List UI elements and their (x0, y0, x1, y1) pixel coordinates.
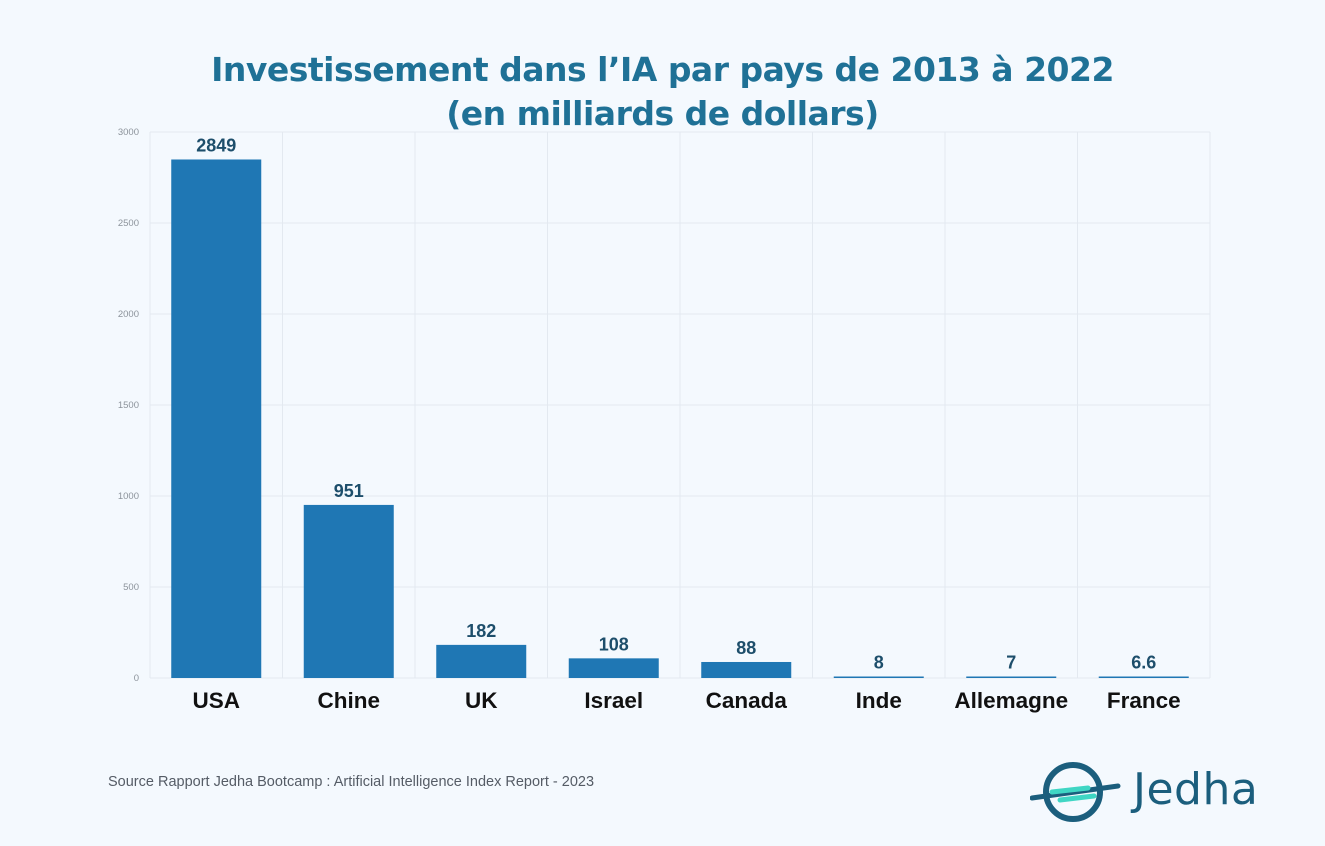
x-axis-labels: USA Chine UK Israel Canada Inde Allemagne Franc… (192, 688, 1180, 713)
x-tick-label: Canada (706, 688, 788, 713)
value-label: 2849 (196, 135, 236, 155)
x-tick-label: USA (192, 688, 240, 713)
y-tick-label: 500 (123, 582, 139, 593)
bar-allemagne (966, 676, 1057, 678)
grid-lines (149, 131, 1211, 679)
bar-canada (701, 661, 792, 678)
chart-title-line-1: Investissement dans l’IA par pays de 201… (211, 50, 1114, 89)
chart-title-line-2: (en milliards de dollars) (446, 94, 879, 133)
x-tick-label: Allemagne (954, 688, 1068, 713)
bars (171, 159, 1189, 678)
bar-usa (171, 159, 262, 678)
bar-uk (436, 644, 527, 678)
y-tick-label: 2000 (118, 309, 139, 320)
y-tick-label: 3000 (118, 127, 139, 138)
y-tick-label: 1000 (118, 491, 139, 502)
jedha-orbit-logo-icon (1030, 762, 1121, 822)
x-tick-label: France (1107, 688, 1181, 713)
chart-title: Investissement dans l’IA par pays de 201… (0, 48, 1325, 136)
bar-chine (303, 504, 394, 678)
y-tick-label: 1500 (118, 400, 139, 411)
y-axis-ticks: 0 500 1000 1500 2000 2500 3000 (118, 127, 139, 684)
x-tick-label: UK (465, 688, 498, 713)
y-tick-label: 2500 (118, 218, 139, 229)
value-label: 182 (466, 621, 496, 641)
value-label: 88 (736, 638, 756, 658)
bar-inde (833, 676, 924, 678)
value-label: 8 (874, 653, 884, 673)
x-tick-label: Inde (856, 688, 902, 713)
brand-name: Jedha (1133, 764, 1259, 815)
value-label: 951 (334, 481, 364, 501)
value-label: 7 (1006, 653, 1016, 673)
value-label: 108 (599, 634, 629, 654)
source-note: Source Rapport Jedha Bootcamp : Artifici… (108, 774, 595, 790)
y-tick-label: 0 (134, 673, 139, 684)
bar-israel (568, 658, 659, 678)
bar-france (1098, 676, 1189, 678)
x-tick-label: Chine (317, 688, 380, 713)
x-tick-label: Israel (584, 688, 643, 713)
value-label: 6.6 (1131, 653, 1156, 673)
